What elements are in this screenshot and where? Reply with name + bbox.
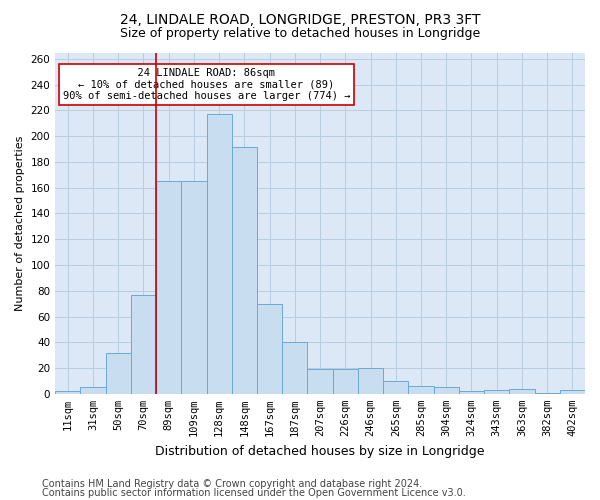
Bar — [181, 182, 206, 394]
Bar — [206, 114, 232, 394]
Bar — [459, 391, 484, 394]
Bar — [80, 388, 106, 394]
Bar — [232, 146, 257, 394]
Bar — [484, 390, 509, 394]
Bar — [509, 388, 535, 394]
Bar — [156, 182, 181, 394]
Bar — [434, 388, 459, 394]
Text: Size of property relative to detached houses in Longridge: Size of property relative to detached ho… — [120, 28, 480, 40]
Text: Contains HM Land Registry data © Crown copyright and database right 2024.: Contains HM Land Registry data © Crown c… — [42, 479, 422, 489]
Text: Contains public sector information licensed under the Open Government Licence v3: Contains public sector information licen… — [42, 488, 466, 498]
Y-axis label: Number of detached properties: Number of detached properties — [15, 136, 25, 311]
Text: 24 LINDALE ROAD: 86sqm  
← 10% of detached houses are smaller (89)
90% of semi-d: 24 LINDALE ROAD: 86sqm ← 10% of detached… — [63, 68, 350, 101]
Bar — [383, 381, 409, 394]
Bar — [332, 370, 358, 394]
Bar — [409, 386, 434, 394]
Bar — [106, 352, 131, 394]
Bar — [282, 342, 307, 394]
Bar — [55, 391, 80, 394]
Bar — [535, 392, 560, 394]
Text: 24, LINDALE ROAD, LONGRIDGE, PRESTON, PR3 3FT: 24, LINDALE ROAD, LONGRIDGE, PRESTON, PR… — [120, 12, 480, 26]
Bar — [131, 294, 156, 394]
Bar — [560, 390, 585, 394]
X-axis label: Distribution of detached houses by size in Longridge: Distribution of detached houses by size … — [155, 444, 485, 458]
Bar — [358, 368, 383, 394]
Bar — [307, 370, 332, 394]
Bar — [257, 304, 282, 394]
